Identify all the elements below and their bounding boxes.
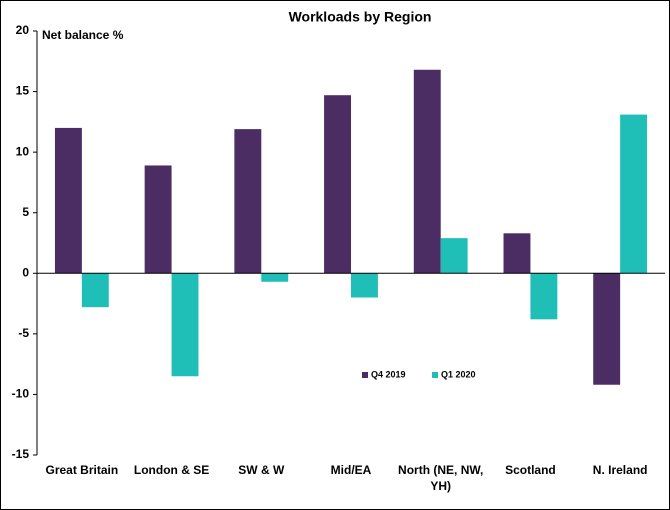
y-tick-label: 15 — [16, 84, 30, 98]
x-tick-label: London & SE — [133, 463, 210, 477]
bar — [620, 114, 648, 274]
y-tick-label: 10 — [16, 144, 30, 158]
x-tick-label: Mid/EA — [330, 463, 372, 477]
y-tick-label: -15 — [12, 447, 30, 461]
y-tick-label: 20 — [16, 23, 30, 37]
legend-swatch — [362, 372, 368, 378]
bar — [503, 233, 531, 274]
bar — [54, 127, 82, 274]
y-axis-label: Net balance % — [42, 28, 124, 42]
y-tick-label: -5 — [18, 326, 29, 340]
x-tick-label: North (NE, NW, YH) — [398, 463, 484, 493]
bar — [530, 273, 558, 320]
x-tick-label: Scotland — [505, 463, 556, 477]
y-tick-label: 0 — [22, 265, 29, 279]
bar — [440, 238, 468, 274]
bar — [261, 273, 289, 282]
bar — [593, 273, 621, 385]
bar — [234, 129, 262, 274]
x-tick-label: SW & W — [238, 463, 285, 477]
bar — [413, 69, 441, 274]
y-tick-label: -10 — [12, 387, 30, 401]
y-tick-label: 5 — [22, 205, 29, 219]
bar — [351, 273, 378, 298]
legend-label: Q1 2020 — [441, 369, 476, 379]
x-tick-label: N. Ireland — [592, 463, 648, 477]
legend-label: Q4 2019 — [371, 369, 406, 379]
bar — [324, 95, 351, 274]
bar — [171, 273, 199, 377]
x-tick-label: Great Britain — [45, 463, 119, 477]
legend-swatch — [432, 372, 438, 378]
chart-title: Workloads by Region — [289, 9, 432, 25]
bar — [81, 273, 109, 308]
bar — [144, 165, 172, 274]
